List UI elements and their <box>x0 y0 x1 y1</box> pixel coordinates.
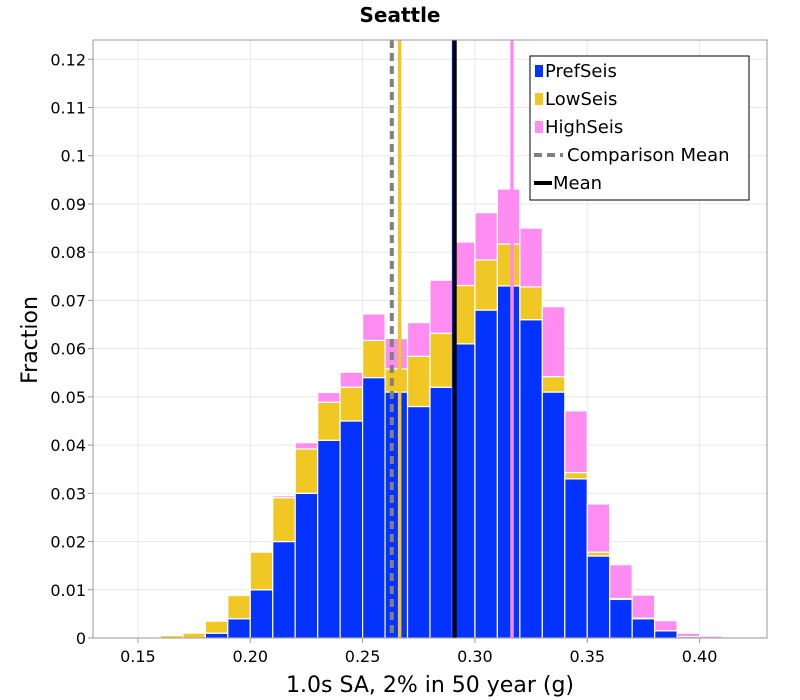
legend-label-prefseis: PrefSeis <box>545 61 617 82</box>
histogram-bars <box>137 188 723 639</box>
bar-lowseis <box>496 243 521 287</box>
y-axis-title: Fraction <box>18 296 43 384</box>
bar-prefseis <box>541 391 566 639</box>
legend-swatch-lowseis <box>535 93 543 105</box>
legend-box <box>529 55 750 201</box>
bar-lowseis <box>272 497 296 543</box>
y-tick-label: 0.04 <box>50 436 86 455</box>
y-tick-label: 0.05 <box>50 388 86 407</box>
bar-lowseis <box>294 448 319 494</box>
bar-lowseis <box>406 355 431 408</box>
bar-lowseis <box>564 471 588 480</box>
legend-label-highseis: HighSeis <box>545 117 623 138</box>
bar-highseis <box>339 371 364 388</box>
y-tick-label: 0.11 <box>50 99 86 118</box>
bar-prefseis <box>317 439 341 639</box>
bar-highseis <box>519 227 543 288</box>
x-tick-label: 0.30 <box>457 647 493 666</box>
y-tick-label: 0.02 <box>50 533 86 552</box>
bar-highseis <box>429 279 454 334</box>
bar-highseis <box>496 188 521 245</box>
bar-highseis <box>631 594 656 619</box>
bar-highseis <box>317 391 341 403</box>
mean-lines <box>389 40 514 638</box>
bar-prefseis <box>227 618 251 639</box>
bar-lowseis <box>384 368 409 393</box>
bar-highseis <box>272 495 296 499</box>
legend: PrefSeis LowSeis HighSeis Comparison Mean Me… <box>529 55 750 201</box>
plot-frame <box>92 39 768 639</box>
y-tick-label: 0.07 <box>50 291 86 310</box>
bar-lowseis <box>429 332 454 388</box>
y-tick-label: 0.1 <box>61 147 86 166</box>
legend-label-comparison-mean: Comparison Mean <box>567 145 730 166</box>
bar-prefseis <box>496 285 521 639</box>
x-tick-label: 0.35 <box>569 647 605 666</box>
bar-highseis <box>676 632 701 638</box>
x-tick-label: 0.15 <box>120 647 156 666</box>
y-tick-label: 0.08 <box>50 243 86 262</box>
bar-prefseis <box>362 376 386 639</box>
bar-lowseis <box>204 620 229 634</box>
legend-swatch-prefseis <box>535 65 543 77</box>
bar-prefseis <box>406 405 431 639</box>
y-tick-label: 0.01 <box>50 581 86 600</box>
bar-highseis <box>586 503 611 553</box>
y-tick-label: 0.06 <box>50 340 86 359</box>
bar-highseis <box>474 212 498 261</box>
axis-ticks: 0.15 0.20 0.25 0.30 0.35 0.40 0 0.01 0.02 0.03 0.0… <box>50 50 717 666</box>
bar-prefseis <box>609 598 633 639</box>
x-tick-label: 0.40 <box>682 647 718 666</box>
bar-highseis <box>362 313 386 342</box>
bar-highseis <box>564 410 588 474</box>
bar-prefseis <box>429 386 454 639</box>
bar-lowseis <box>541 376 566 393</box>
bar-prefseis <box>474 309 498 639</box>
bar-lowseis <box>339 386 364 422</box>
bar-lowseis <box>362 339 386 379</box>
bar-highseis <box>654 620 678 632</box>
y-tick-label: 0.03 <box>50 484 86 503</box>
bar-prefseis <box>586 555 611 639</box>
chart-title: Seattle <box>359 3 440 27</box>
bar-lowseis <box>519 286 543 321</box>
bar-lowseis <box>227 594 251 620</box>
y-tick-label: 0.12 <box>50 50 86 69</box>
legend-label-mean: Mean <box>553 173 602 194</box>
bar-prefseis <box>519 319 543 639</box>
bar-prefseis <box>204 632 229 639</box>
bar-lowseis <box>249 551 274 591</box>
bar-prefseis <box>249 589 274 639</box>
legend-swatch-highseis <box>535 121 543 133</box>
bar-prefseis <box>654 630 678 639</box>
bar-lowseis <box>317 401 341 441</box>
bar-lowseis <box>474 259 498 311</box>
x-axis-title: 1.0s SA, 2% in 50 year (g) <box>286 673 574 698</box>
bar-highseis <box>541 306 566 378</box>
bar-prefseis <box>294 492 319 639</box>
bar-prefseis <box>272 540 296 639</box>
x-tick-label: 0.20 <box>232 647 268 666</box>
y-tick-label: 0.09 <box>50 195 86 214</box>
bar-prefseis <box>564 478 588 639</box>
x-tick-label: 0.25 <box>345 647 381 666</box>
bar-highseis <box>384 337 409 370</box>
bar-prefseis <box>339 420 364 639</box>
y-tick-label: 0 <box>76 629 86 648</box>
legend-label-lowseis: LowSeis <box>545 89 617 110</box>
bar-highseis <box>609 564 633 600</box>
bar-highseis <box>406 322 431 357</box>
bar-prefseis <box>384 391 409 639</box>
bar-highseis <box>294 442 319 450</box>
bar-prefseis <box>631 618 656 639</box>
bar-lowseis <box>182 632 206 639</box>
